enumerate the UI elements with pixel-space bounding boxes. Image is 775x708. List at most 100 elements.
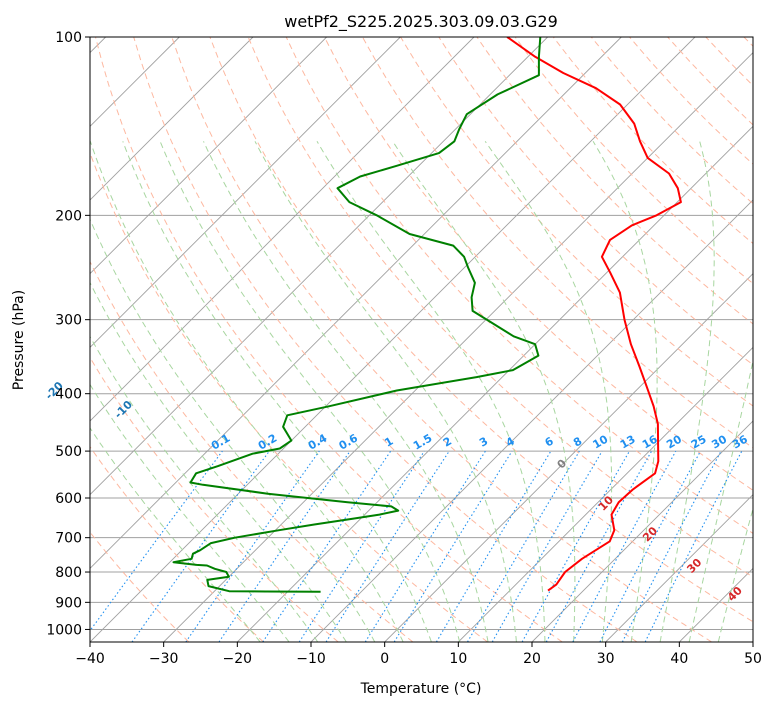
dry-adiabat-line bbox=[323, 37, 753, 491]
y-tick-label: 900 bbox=[55, 595, 82, 611]
isotherm-line bbox=[679, 567, 753, 642]
mixing-ratio-label: 3 bbox=[477, 435, 490, 450]
x-tick-label: 20 bbox=[523, 651, 541, 667]
y-tick-label: 500 bbox=[55, 444, 82, 460]
x-tick-label: 50 bbox=[744, 651, 762, 667]
y-tick-label: 1000 bbox=[46, 622, 82, 638]
mixing-ratio-label: 36 bbox=[730, 432, 750, 451]
moist-adiabat-line bbox=[659, 141, 715, 642]
isotherm-line bbox=[90, 37, 548, 496]
mixing-ratio-label: 25 bbox=[689, 433, 709, 452]
y-tick-label: 100 bbox=[55, 30, 82, 46]
moist-adiabat-line bbox=[122, 141, 432, 642]
mixing-ratio-label: 1 bbox=[382, 435, 395, 450]
mixing-ratio-label: 0.4 bbox=[306, 431, 330, 452]
chart-curves bbox=[172, 37, 682, 593]
dry-adiabat-label: -10 bbox=[112, 398, 135, 421]
y-axis-label: Pressure (hPa) bbox=[11, 290, 27, 390]
mixing-ratio-label: 8 bbox=[571, 435, 584, 450]
moist-adiabat-line bbox=[159, 141, 461, 642]
dry-adiabat-line bbox=[476, 37, 753, 325]
x-axis-label: Temperature (°C) bbox=[360, 681, 482, 697]
mixing-ratio-line bbox=[644, 450, 743, 642]
isotherm-line bbox=[752, 641, 753, 642]
dry-adiabat-line bbox=[514, 37, 753, 285]
y-tick-label: 400 bbox=[55, 387, 82, 403]
mixing-ratio-label: 6 bbox=[543, 434, 556, 449]
isotherm-line bbox=[90, 37, 696, 642]
dry-adiabat-line bbox=[90, 151, 488, 642]
moist-adiabat-line bbox=[90, 281, 347, 642]
temperature-profile-line bbox=[506, 37, 682, 592]
mixing-ratio-line bbox=[435, 450, 552, 642]
mixing-ratio-line bbox=[325, 450, 450, 642]
x-tick-label: 40 bbox=[670, 651, 688, 667]
x-tick-label: 10 bbox=[449, 651, 467, 667]
dry-adiabat-line bbox=[667, 37, 753, 126]
mixing-ratio-label: 20 bbox=[664, 432, 684, 451]
moist-adiabat-line bbox=[90, 218, 376, 642]
x-tick-label: 30 bbox=[597, 651, 615, 667]
moist-adiabat-label: 40 bbox=[725, 584, 745, 604]
mixing-ratio-line bbox=[521, 450, 630, 642]
mixing-ratio-line bbox=[185, 450, 320, 642]
dry-adiabat-line bbox=[133, 37, 638, 642]
dry-adiabat-line bbox=[90, 445, 264, 642]
dry-adiabat-line bbox=[90, 356, 339, 642]
dry-adiabat-line bbox=[247, 37, 753, 578]
y-tick-label: 600 bbox=[55, 491, 82, 507]
isotherm-line bbox=[310, 199, 753, 642]
chart-title: wetPf2_S225.2025.303.09.03.G29 bbox=[284, 12, 558, 32]
dewpoint-profile-line bbox=[172, 37, 542, 593]
moist-adiabat-line bbox=[90, 427, 261, 642]
isotherm-line bbox=[384, 273, 753, 642]
moist-adiabat-line bbox=[484, 141, 613, 642]
dry-adiabat-line bbox=[590, 37, 753, 205]
mixing-ratio-label: 1.5 bbox=[411, 432, 434, 453]
y-tick-label: 800 bbox=[55, 565, 82, 581]
moist-adiabat-line bbox=[717, 506, 753, 642]
isotherm-line bbox=[90, 37, 401, 348]
dry-adiabat-line bbox=[90, 531, 190, 642]
mixing-ratio-line bbox=[393, 450, 513, 642]
dry-adiabat-line bbox=[171, 37, 712, 642]
mixing-ratio-label: 10 bbox=[591, 432, 611, 451]
isotherm-line bbox=[605, 494, 753, 642]
moist-adiabat-line bbox=[592, 141, 658, 642]
mixing-ratio-line bbox=[90, 450, 223, 632]
isotherm-line bbox=[531, 420, 753, 642]
mixing-ratio-label: 30 bbox=[709, 432, 729, 451]
dry-adiabat-line bbox=[95, 37, 563, 642]
x-tick-label: −10 bbox=[296, 651, 326, 667]
mixing-ratio-line bbox=[572, 450, 677, 642]
y-tick-label: 700 bbox=[55, 531, 82, 547]
dry-adiabat-line bbox=[438, 37, 753, 366]
y-tick-label: 300 bbox=[55, 313, 82, 329]
mixing-ratio-line bbox=[218, 450, 351, 642]
x-tick-label: 0 bbox=[380, 651, 389, 667]
isotherm-line bbox=[90, 37, 254, 201]
x-axis: −40 −30 −20 −10 0 10 20 30 40 50 bbox=[75, 642, 762, 667]
mixing-ratio-line bbox=[545, 450, 653, 642]
x-tick-label: −30 bbox=[149, 651, 179, 667]
moist-adiabat-line bbox=[90, 383, 290, 642]
isotherm-line bbox=[90, 37, 327, 275]
y-tick-label: 200 bbox=[55, 208, 82, 224]
mixing-ratio-label: 13 bbox=[618, 433, 638, 452]
dry-adiabat-line bbox=[743, 37, 753, 47]
mixing-ratio-line bbox=[262, 450, 392, 642]
moist-adiabat-label: 20 bbox=[640, 524, 660, 544]
moist-adiabat-line bbox=[392, 141, 576, 642]
mixing-ratio-label: 0.1 bbox=[209, 432, 232, 453]
mixing-ratio-line bbox=[364, 450, 486, 642]
moist-adiabat-line bbox=[688, 358, 753, 642]
moist-adiabat-line bbox=[316, 141, 546, 642]
isotherm-line bbox=[458, 346, 753, 642]
dry-adiabat-line bbox=[209, 37, 753, 623]
x-tick-label: −20 bbox=[223, 651, 253, 667]
isotherm-line bbox=[163, 52, 753, 642]
isotherm-line bbox=[90, 37, 475, 422]
chart-grid bbox=[90, 37, 753, 642]
y-axis: 100 200 300 400 500 600 700 800 900 1000 bbox=[46, 30, 90, 638]
